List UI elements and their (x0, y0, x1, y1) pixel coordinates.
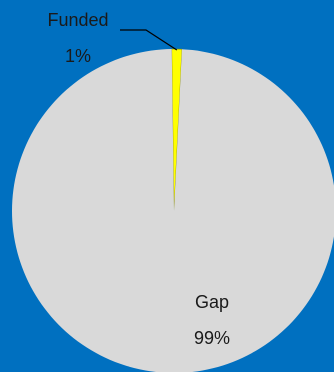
funded-leader-line (120, 29, 178, 51)
pie-slices (12, 48, 334, 372)
slice-percent-funded: 1% (65, 46, 91, 66)
slice-label-gap: Gap (195, 292, 229, 312)
pie-slice-gap (12, 49, 334, 372)
slice-label-funded: Funded (47, 10, 108, 30)
pie-slice-funded (171, 48, 183, 212)
slice-percent-gap: 99% (194, 328, 230, 348)
